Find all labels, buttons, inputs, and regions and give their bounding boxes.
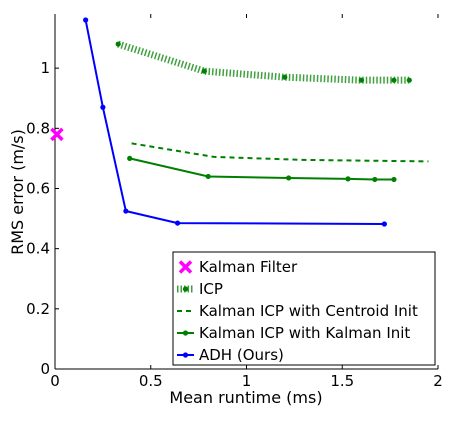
y-axis-label: RMS error (m/s) [8,129,27,255]
series-line [129,157,394,181]
kalman-filter-point [50,127,64,142]
series-kalman-filter [50,127,64,142]
data-point [372,176,378,183]
series-line [117,40,410,84]
legend-label: Kalman ICP with Kalman Init [199,324,410,342]
x-tick-label: 1 [242,372,252,390]
series-adh-ours [83,17,387,227]
data-point [282,74,288,80]
y-tick-label: 0.6 [26,179,50,197]
x-tick-label: 0 [50,372,60,390]
legend-label: Kalman ICP with Centroid Init [199,302,418,320]
data-point [391,77,397,83]
y-tick-label: 0 [40,360,50,378]
data-point [205,173,211,180]
series-layer [50,17,429,227]
data-point [381,221,387,227]
series-icp [115,40,412,84]
x-tick-label: 0.5 [139,372,163,390]
data-point [115,41,121,47]
legend-label: ADH (Ours) [199,346,284,364]
y-tick-label: 0.2 [26,300,50,318]
y-tick-label: 0.4 [26,240,50,258]
x-tick-label: 2 [433,372,443,390]
legend-entry-kalman-icp-with-centroid-init: Kalman ICP with Centroid Init [177,302,418,320]
x-axis-ticks: 0 0.5 1 1.5 2 [50,14,443,390]
y-tick-label: 0.8 [26,119,50,137]
data-point [123,208,129,214]
legend: Kalman Filter ICP Kalman ICP with Centroid… [172,251,436,366]
data-point [406,77,412,83]
legend-label: ICP [199,280,223,298]
legend-label: Kalman Filter [199,258,298,276]
data-point [391,176,397,183]
data-point [174,220,181,226]
series-kalman-icp-with-kalman-init [127,155,397,183]
legend-marker [182,352,189,358]
legend-marker [182,286,189,292]
x-axis-label: Mean runtime (ms) [169,388,322,407]
series-line [84,19,385,225]
data-point [358,77,364,83]
data-point [127,155,133,162]
series-line [131,142,429,163]
legend-box [172,251,436,366]
x-tick-label: 1.5 [330,372,354,390]
y-axis-ticks: 0 0.2 0.4 0.6 0.8 1 [26,59,59,378]
legend-entry-icp: ICP [177,280,223,298]
legend-entry-kalman-filter: Kalman Filter [178,258,298,276]
legend-marker [178,260,193,274]
legend-entry-kalman-icp-with-kalman-init: Kalman ICP with Kalman Init [177,324,410,342]
data-point [286,175,292,181]
series-kalman-icp-with-centroid-init [131,142,429,163]
legend-marker [182,330,189,336]
data-point [83,17,89,23]
y-tick-label: 1 [40,59,50,77]
legend-entry-adh-ours: ADH (Ours) [177,346,284,364]
data-point [345,176,351,182]
data-point [201,68,207,74]
data-point [100,104,106,110]
